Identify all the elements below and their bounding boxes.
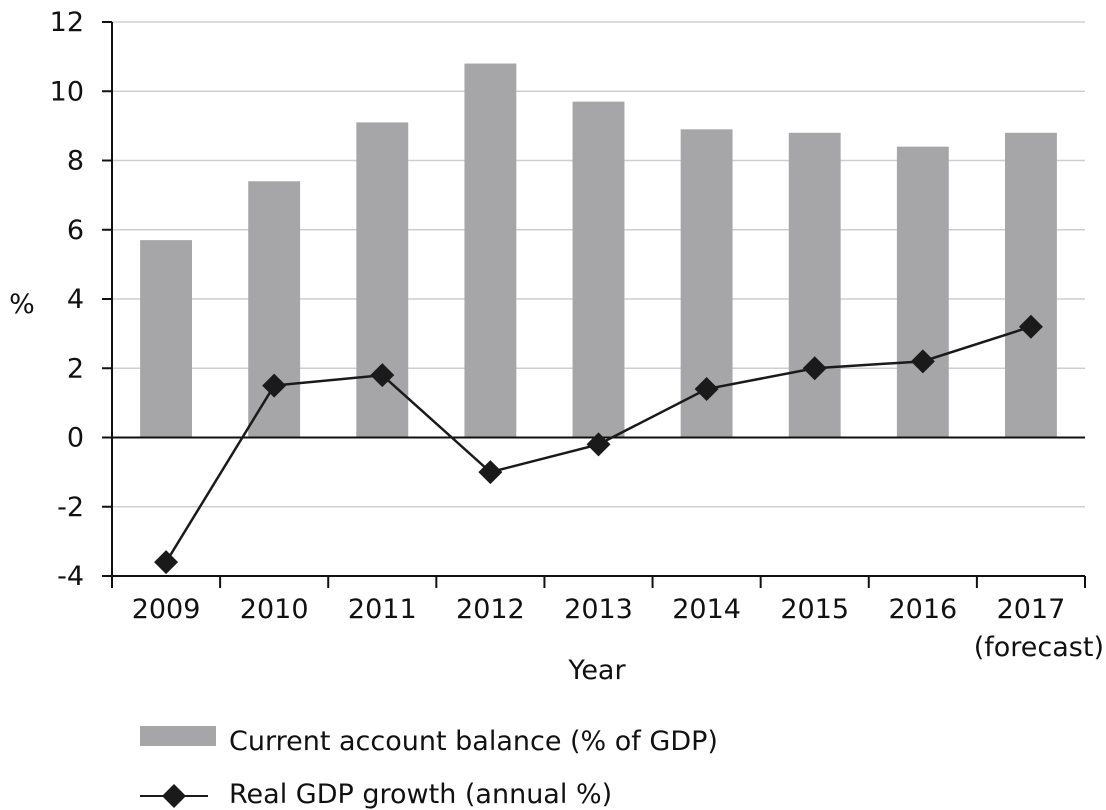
x-tick-label-2016: 2016: [888, 594, 957, 625]
y-tick-label-10: 10: [50, 76, 84, 107]
gdp-marker-2017: [1018, 314, 1043, 339]
bar-2013: [572, 101, 625, 438]
line-series: [154, 314, 1043, 575]
gdp-marker-2010: [262, 373, 287, 398]
y-tick-label-6: 6: [67, 215, 84, 246]
gdp-marker-2009: [154, 550, 179, 575]
bar-2017: [1004, 132, 1057, 438]
y-axis-title: %: [9, 289, 35, 320]
bar-series: [140, 63, 1057, 438]
legend-label-current-account: Current account balance (% of GDP): [229, 726, 718, 757]
x-tick-label-2013: 2013: [564, 594, 633, 625]
legend-bar-swatch: [140, 726, 216, 746]
y-tick-label--4: -4: [57, 561, 84, 592]
x-axis-title: Year: [567, 655, 626, 686]
legend-label-real-gdp-growth: Real GDP growth (annual %): [229, 779, 612, 810]
legend: Current account balance (% of GDP) Real …: [140, 726, 718, 810]
y-tick-label-0: 0: [67, 423, 84, 454]
bar-2009: [140, 240, 193, 438]
bar-2016: [896, 146, 949, 438]
x-tick-label-2010: 2010: [240, 594, 309, 625]
y-tick-label--2: -2: [57, 492, 84, 523]
y-tick-label-12: 12: [50, 7, 84, 38]
x-tick-label-2015: 2015: [780, 594, 849, 625]
bar-2012: [464, 63, 517, 438]
y-tick-label-8: 8: [67, 146, 84, 177]
gdp-marker-2011: [370, 363, 395, 388]
x-tick-label-2017: 2017: [997, 594, 1066, 625]
x-tick-label-2017-note: (forecast): [974, 632, 1104, 663]
y-tick-label-4: 4: [67, 284, 84, 315]
gdp-marker-2013: [586, 432, 611, 457]
gdp-marker-2015: [802, 356, 827, 381]
y-tick-label-2: 2: [67, 353, 84, 384]
x-tick-label-2014: 2014: [672, 594, 741, 625]
x-tick-label-2009: 2009: [132, 594, 201, 625]
x-tick-label-2012: 2012: [456, 594, 525, 625]
tick-labels: -4 -2 0 2 4 6 8 10 12 2009 2010 2011 2012 2013 2014 201…: [50, 7, 1104, 663]
gdp-marker-2012: [478, 460, 503, 485]
gdp-marker-2014: [694, 377, 719, 402]
gdp-marker-2016: [910, 349, 935, 374]
legend-diamond-marker: [162, 784, 186, 808]
bar-2010: [248, 181, 301, 438]
x-tick-label-2011: 2011: [348, 594, 417, 625]
bar-2015: [788, 132, 841, 438]
